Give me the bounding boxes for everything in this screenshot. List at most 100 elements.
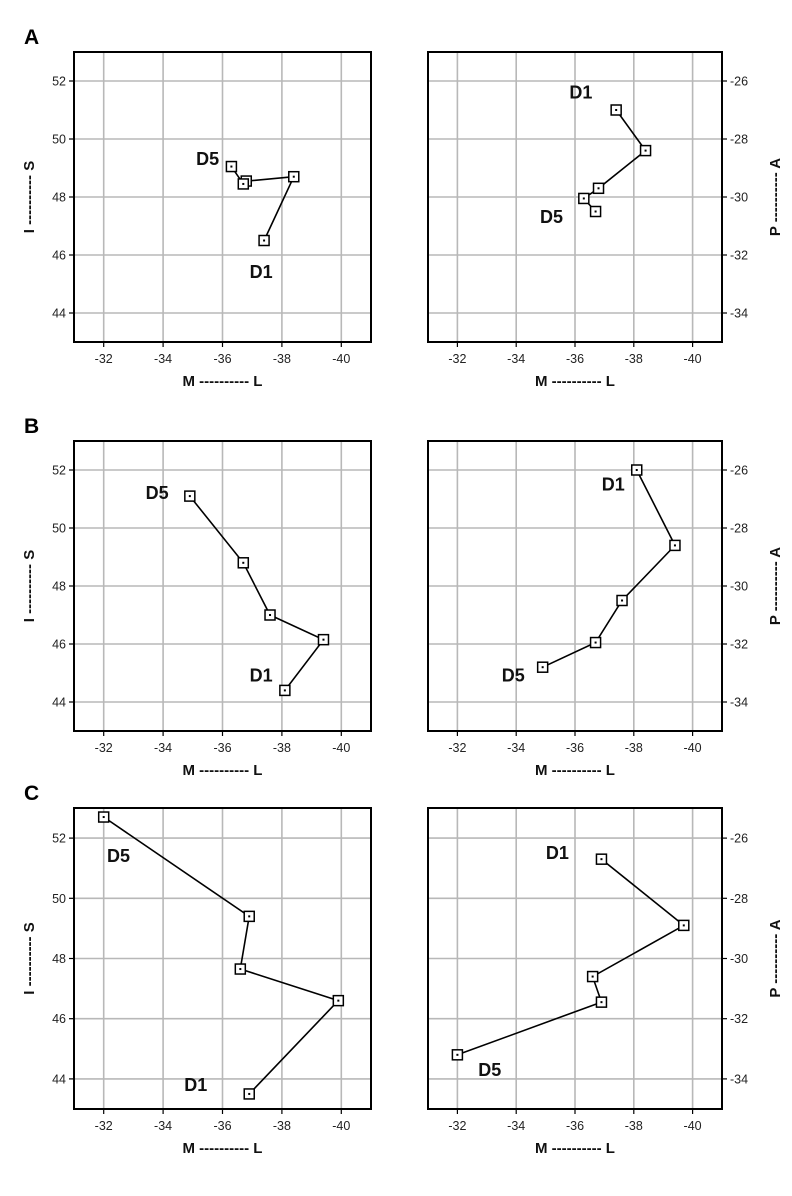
chart-panel-4: -32 -34 -36 -38 -40 -26 -28 -30 -32 -34 M --------… bbox=[427, 440, 784, 779]
data-point-center bbox=[673, 544, 676, 547]
y-tick-label: 44 bbox=[52, 307, 66, 321]
data-point-center bbox=[248, 915, 251, 918]
data-point-center bbox=[541, 666, 544, 669]
day-label: D5 bbox=[146, 483, 169, 503]
x-tick-label: -40 bbox=[684, 1119, 702, 1133]
data-point-center bbox=[188, 495, 191, 498]
y-axis-label: P ---------- A bbox=[767, 158, 784, 236]
y-tick-label: -28 bbox=[730, 133, 748, 147]
x-axis-label: M ---------- L bbox=[183, 373, 263, 390]
data-point-center bbox=[456, 1053, 459, 1056]
chart-panel-3: -32 -34 -36 -38 -40 44 46 48 50 52 M ---------- L I… bbox=[21, 415, 372, 779]
y-tick-label: -26 bbox=[730, 75, 748, 89]
y-tick-label: 44 bbox=[52, 696, 66, 710]
chart-panel-2: -32 -34 -36 -38 -40 -26 -28 -30 -32 -34 M --------… bbox=[427, 51, 784, 390]
y-tick-label: -34 bbox=[730, 696, 748, 710]
x-tick-label: -32 bbox=[95, 352, 113, 366]
data-point-center bbox=[597, 187, 600, 190]
data-point-center bbox=[263, 239, 266, 242]
data-point-center bbox=[269, 614, 272, 616]
y-tick-label: 46 bbox=[52, 249, 66, 263]
y-tick-label: -26 bbox=[730, 464, 748, 478]
series-line bbox=[189, 495, 325, 691]
day-label: D5 bbox=[502, 666, 525, 686]
x-tick-label: -32 bbox=[448, 1119, 466, 1133]
data-point-center bbox=[322, 638, 325, 641]
x-tick-label: -38 bbox=[273, 1119, 291, 1133]
y-tick-label: -34 bbox=[730, 307, 748, 321]
x-tick-label: -34 bbox=[507, 352, 525, 366]
x-tick-label: -32 bbox=[448, 352, 466, 366]
day-label: D5 bbox=[107, 846, 130, 866]
data-point-center bbox=[635, 469, 638, 471]
data-point-center bbox=[594, 641, 597, 644]
x-tick-label: -34 bbox=[154, 352, 172, 366]
y-axis-label: P ---------- A bbox=[767, 919, 784, 997]
x-tick-label: -40 bbox=[332, 741, 350, 755]
chart-panel-1: -32 -34 -36 -38 -40 44 46 48 50 52 M ---------- L I… bbox=[21, 26, 372, 390]
x-tick-label: -36 bbox=[566, 741, 584, 755]
data-point-center bbox=[615, 109, 618, 111]
x-tick-label: -34 bbox=[507, 1119, 525, 1133]
x-axis-label: M ---------- L bbox=[183, 762, 263, 779]
x-tick-label: -36 bbox=[566, 1119, 584, 1133]
y-axis-label: I ---------- S bbox=[21, 922, 38, 994]
data-point-center bbox=[600, 858, 603, 861]
data-point-center bbox=[600, 1001, 603, 1004]
data-point-center bbox=[239, 968, 242, 971]
data-point-center bbox=[292, 175, 295, 178]
x-tick-label: -36 bbox=[566, 352, 584, 366]
data-point-center bbox=[621, 599, 624, 602]
panel-letter: C bbox=[24, 782, 39, 805]
panel-letter: B bbox=[24, 415, 39, 438]
series-line bbox=[542, 469, 676, 668]
x-tick-label: -40 bbox=[332, 352, 350, 366]
y-tick-label: 52 bbox=[52, 832, 66, 846]
day-label: D1 bbox=[184, 1075, 207, 1095]
data-point-center bbox=[682, 924, 685, 927]
day-label: D1 bbox=[250, 666, 273, 686]
x-tick-label: -38 bbox=[625, 741, 643, 755]
day-label: D5 bbox=[478, 1060, 501, 1080]
day-label: D1 bbox=[602, 474, 625, 494]
data-point-center bbox=[242, 561, 245, 564]
y-tick-label: 44 bbox=[52, 1072, 66, 1086]
y-tick-label: -28 bbox=[730, 892, 748, 906]
y-tick-label: 50 bbox=[52, 133, 66, 147]
data-point-center bbox=[337, 999, 340, 1002]
data-point-center bbox=[242, 182, 245, 185]
y-tick-label: 48 bbox=[52, 580, 66, 594]
day-label: D1 bbox=[250, 262, 273, 282]
y-tick-label: 48 bbox=[52, 952, 66, 966]
data-point-center bbox=[591, 975, 594, 978]
x-tick-label: -36 bbox=[213, 741, 231, 755]
x-axis-label: M ---------- L bbox=[183, 1140, 263, 1157]
y-tick-label: -30 bbox=[730, 952, 748, 966]
data-point-center bbox=[582, 197, 585, 200]
y-axis-label: I ---------- S bbox=[21, 550, 38, 622]
data-point-center bbox=[283, 689, 286, 692]
day-label: D1 bbox=[546, 843, 569, 863]
x-tick-label: -32 bbox=[95, 1119, 113, 1133]
chart-panel-5: -32 -34 -36 -38 -40 44 46 48 50 52 M ---------- L I… bbox=[21, 782, 372, 1157]
data-point-center bbox=[230, 165, 233, 168]
data-point-center bbox=[644, 149, 647, 152]
y-tick-label: 50 bbox=[52, 892, 66, 906]
x-axis-label: M ---------- L bbox=[535, 762, 615, 779]
day-label: D1 bbox=[569, 82, 592, 102]
y-tick-label: -30 bbox=[730, 191, 748, 205]
x-tick-label: -36 bbox=[213, 1119, 231, 1133]
y-tick-label: 50 bbox=[52, 522, 66, 536]
y-tick-label: -30 bbox=[730, 580, 748, 594]
y-tick-label: -26 bbox=[730, 832, 748, 846]
y-tick-label: -32 bbox=[730, 1012, 748, 1026]
y-tick-label: -32 bbox=[730, 249, 748, 263]
data-point-center bbox=[102, 816, 105, 819]
x-tick-label: -40 bbox=[684, 741, 702, 755]
x-tick-label: -38 bbox=[273, 352, 291, 366]
y-tick-label: -28 bbox=[730, 522, 748, 536]
data-point-center bbox=[594, 210, 597, 213]
x-tick-label: -34 bbox=[507, 741, 525, 755]
x-tick-label: -36 bbox=[213, 352, 231, 366]
